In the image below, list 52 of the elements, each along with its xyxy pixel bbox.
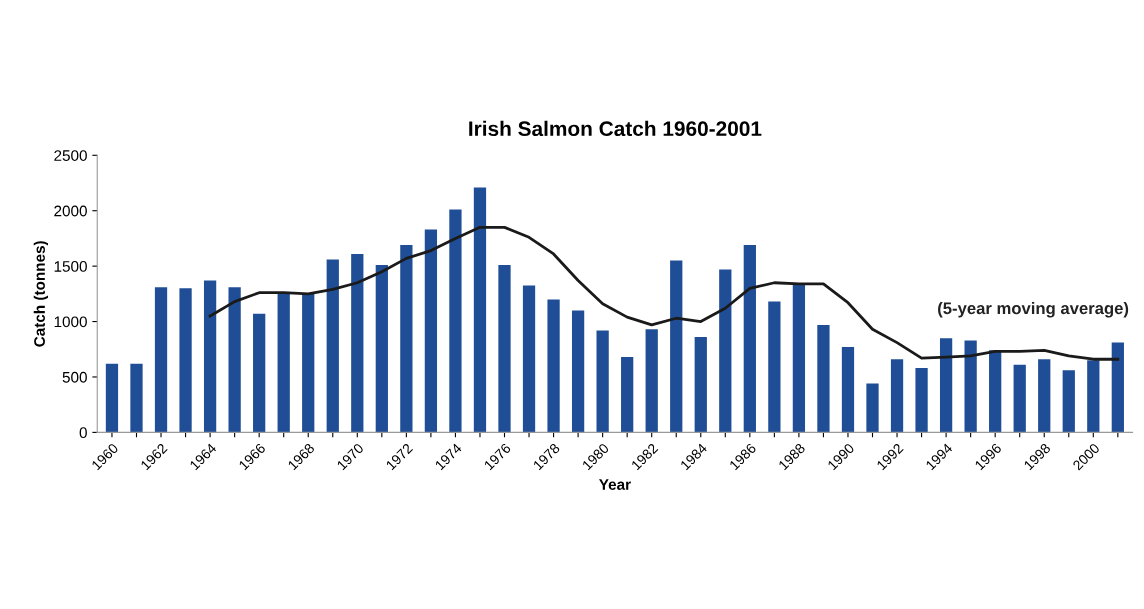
bar [571,310,585,433]
bar [621,357,634,433]
bar [989,350,1002,433]
y-tick-label: 500 [62,371,87,383]
bar [449,209,462,433]
bar [179,288,192,433]
bar [670,260,683,433]
bar [841,347,855,433]
bar [817,324,830,433]
bar [1062,370,1075,433]
bar [1111,342,1124,433]
bar [1038,359,1051,433]
bar [498,265,511,433]
bar [400,245,413,433]
bar [277,292,290,433]
bar [351,253,364,433]
bar [473,187,487,433]
bar [1013,364,1026,433]
bar [792,284,806,433]
bar [915,368,928,433]
bar [326,259,339,433]
bar [154,287,168,433]
y-tick-label: 2500 [54,150,87,161]
bar [130,363,143,433]
bar [203,280,217,433]
bar [719,269,732,433]
bar [768,301,781,433]
x-axis-title: Year [599,479,631,490]
y-axis-title: Catch (tonnes) [33,241,48,347]
bar [253,313,266,433]
bar [596,330,609,433]
bar [645,329,658,433]
y-tick-label: 1000 [54,316,87,328]
bar [302,293,315,433]
bar [694,337,707,433]
y-tick-label: 2000 [54,205,87,217]
bar [522,285,536,433]
bar [890,359,904,433]
chart-title: Irish Salmon Catch 1960-2001 [469,120,762,137]
bar [228,287,241,433]
bar [964,340,977,433]
bar [939,338,953,433]
bar [424,229,438,433]
y-tick-label: 0 [79,427,87,439]
text: (5-year moving average) [938,301,1129,318]
bar [375,265,388,433]
bar [547,299,560,433]
bar [743,245,756,433]
bar [1087,360,1100,433]
y-tick-label: 1500 [54,261,87,272]
bar [105,363,119,433]
bar [866,383,879,433]
